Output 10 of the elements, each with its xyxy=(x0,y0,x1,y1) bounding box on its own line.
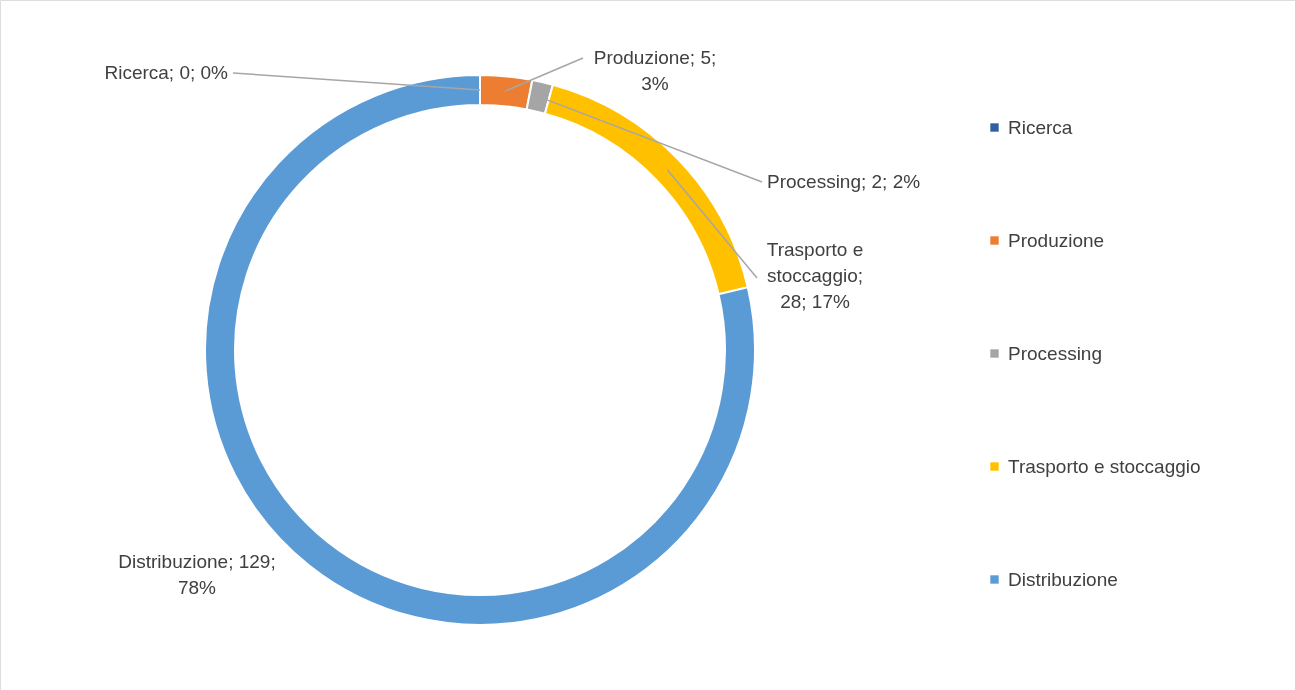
legend-label: Produzione xyxy=(1008,229,1105,251)
legend-label: Trasporto e stoccaggio xyxy=(1008,455,1201,477)
data-label: Distribuzione; 129; 78% xyxy=(118,551,276,598)
data-label: Trasporto e stoccaggio; 28; 17% xyxy=(766,239,864,312)
legend-label: Distribuzione xyxy=(1008,568,1118,590)
text: Ricerca; 0; 0% xyxy=(104,62,228,83)
legend-label: Ricerca xyxy=(1008,116,1073,138)
data-label: Processing; 2; 2% xyxy=(767,171,921,192)
data-label: Produzione; 5; 3% xyxy=(593,47,717,94)
legend-label: Processing xyxy=(1008,342,1102,364)
